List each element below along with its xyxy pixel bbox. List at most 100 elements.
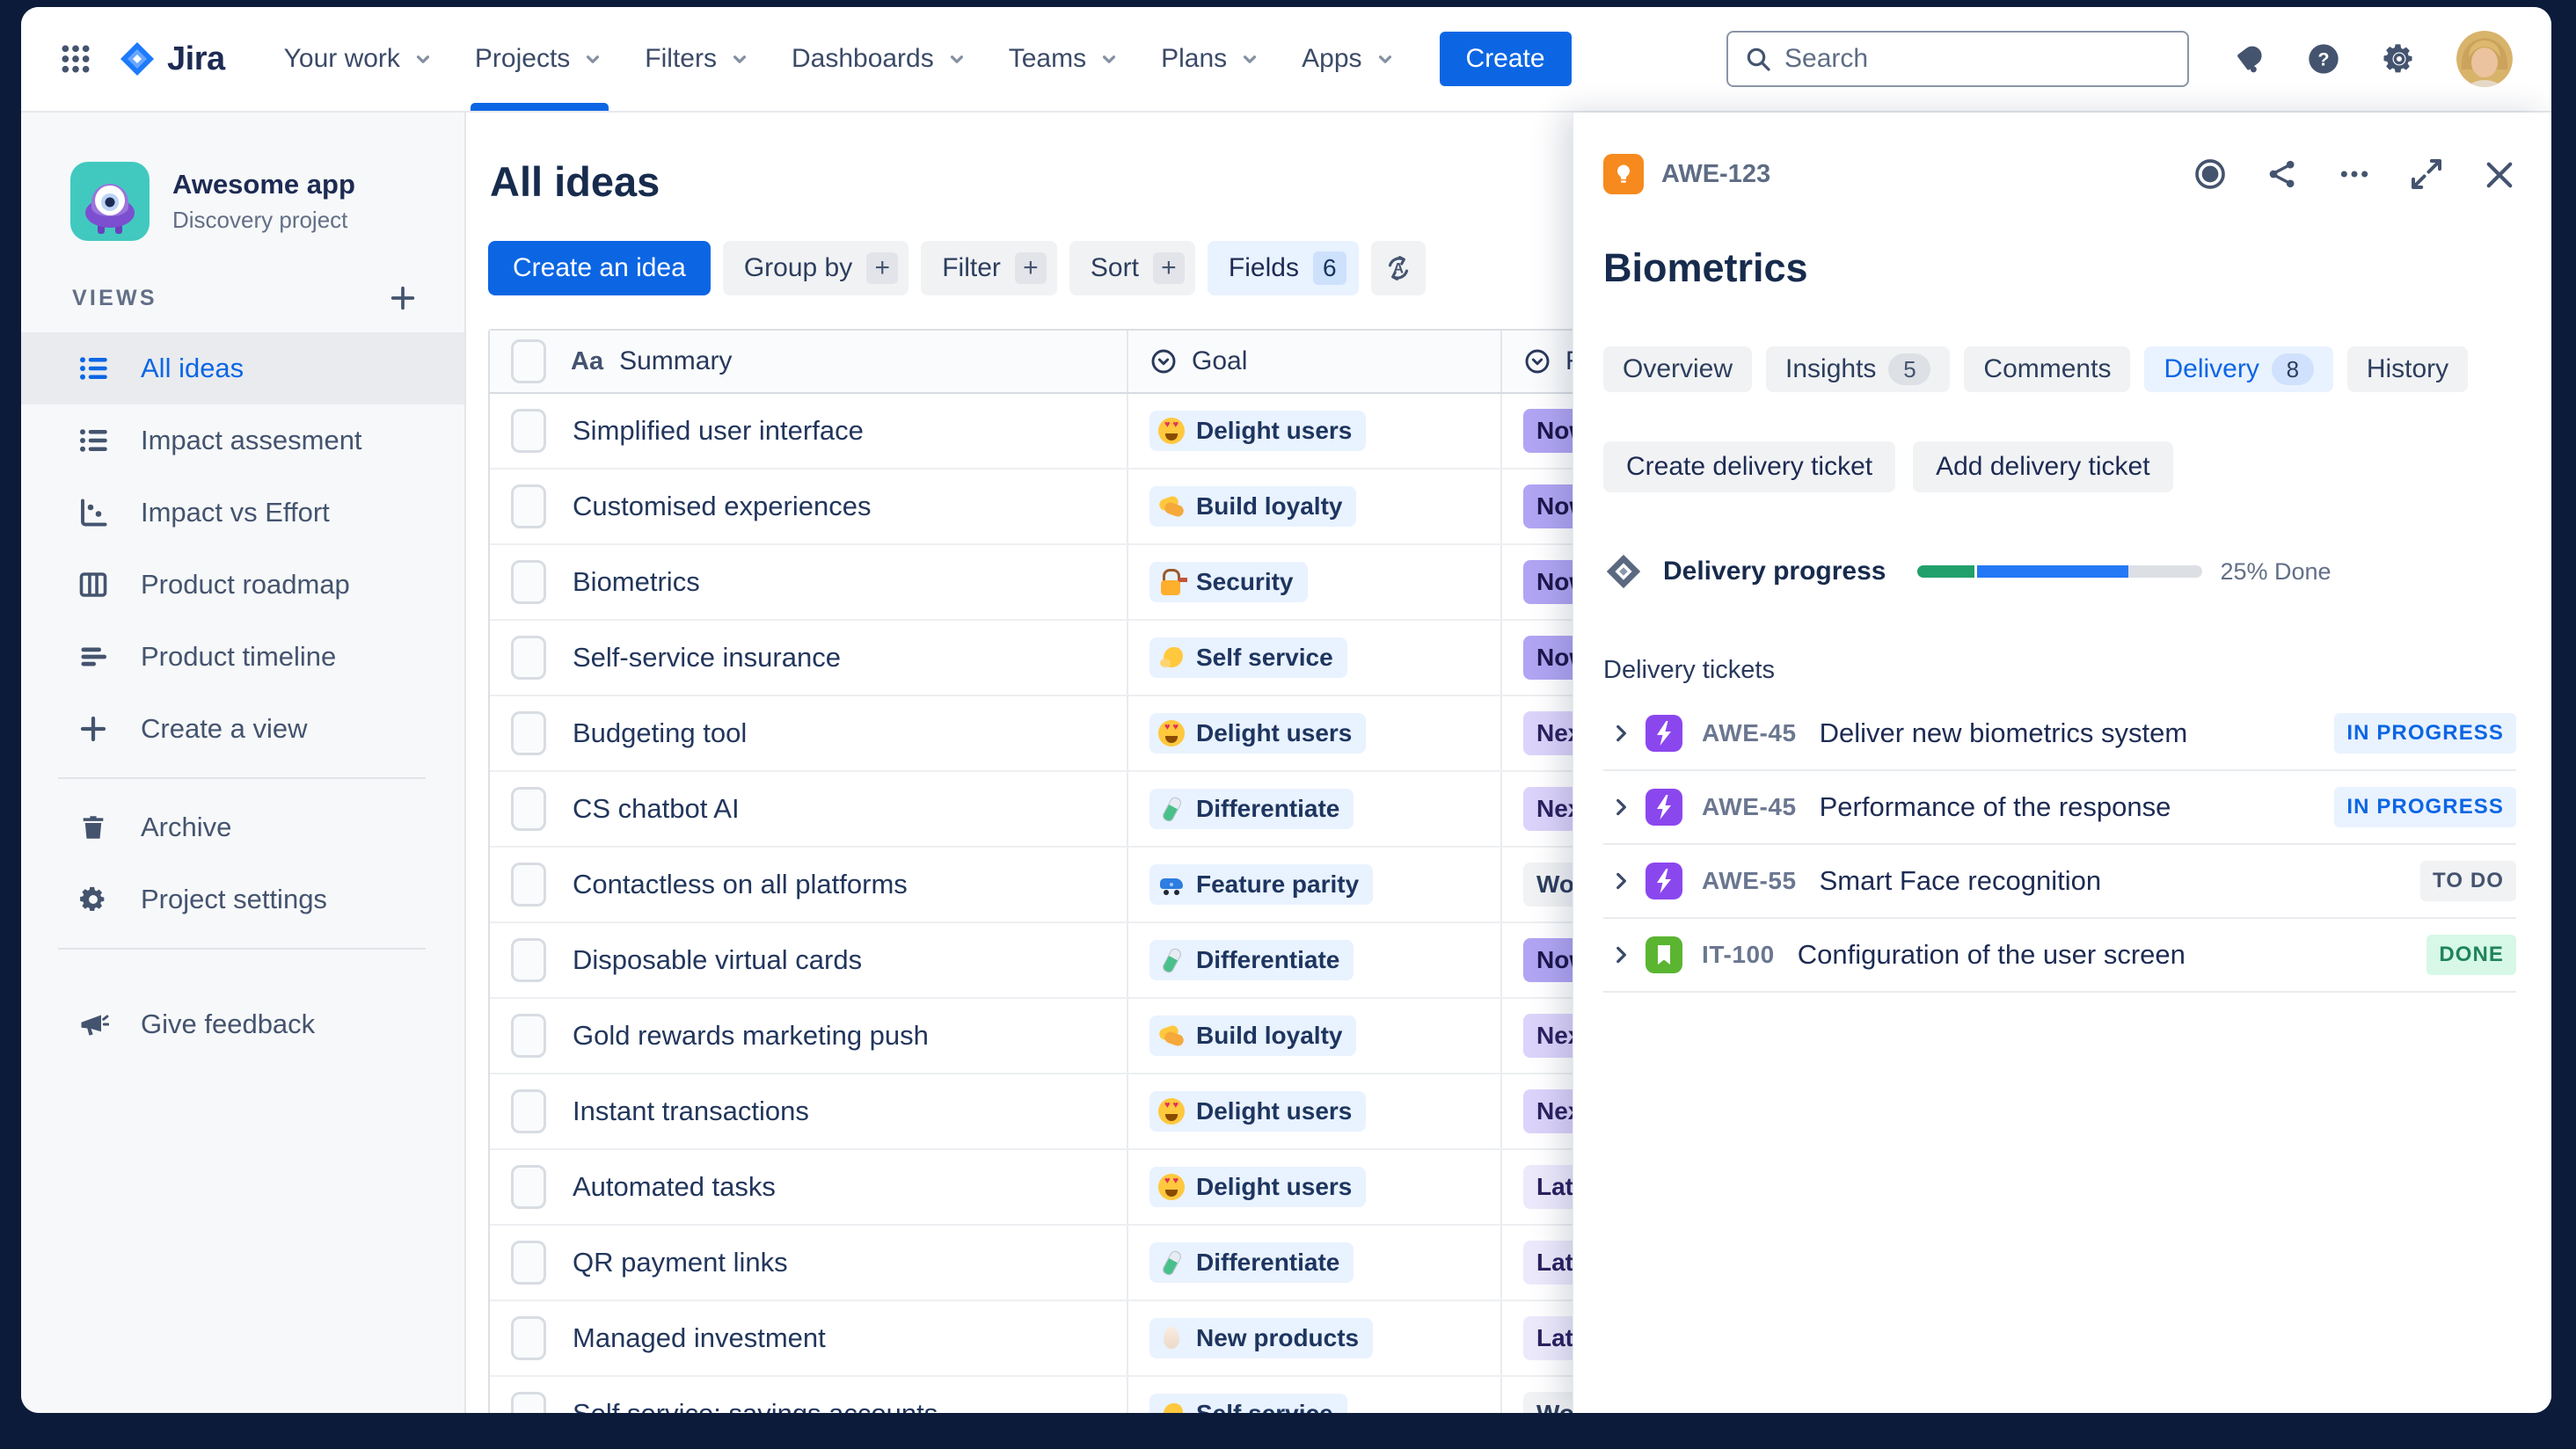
settings-gear-icon[interactable]: [2381, 40, 2418, 77]
add-view-plus-icon[interactable]: [387, 282, 419, 314]
watch-icon[interactable]: [2193, 157, 2228, 192]
roadmap-badge[interactable]: Won’t do: [1523, 1392, 1573, 1413]
ticket-status-badge[interactable]: IN PROGRESS: [2334, 787, 2516, 827]
goal-chip[interactable]: Self service: [1149, 637, 1347, 678]
ticket-summary[interactable]: Performance of the response: [1819, 791, 2171, 822]
tab-history[interactable]: History: [2346, 346, 2469, 392]
jira-logo[interactable]: Jira: [118, 40, 225, 78]
filter-button[interactable]: Filter +: [921, 241, 1057, 295]
idea-row[interactable]: Self-service insurance Self service Now: [490, 621, 1573, 696]
ticket-status-badge[interactable]: TO DO: [2420, 861, 2516, 901]
idea-row[interactable]: Self service: savings accounts Self serv…: [490, 1377, 1573, 1413]
roadmap-badge[interactable]: Won’t do: [1523, 863, 1573, 907]
row-checkbox[interactable]: [511, 711, 546, 755]
roadmap-badge[interactable]: Now: [1523, 636, 1573, 680]
ticket-key[interactable]: IT-100: [1702, 941, 1775, 968]
fields-button[interactable]: Fields 6: [1207, 241, 1359, 295]
ticket-summary[interactable]: Deliver new biometrics system: [1819, 717, 2188, 748]
app-switcher-icon[interactable]: [58, 41, 93, 76]
sidebar-item-project-settings[interactable]: Project settings: [21, 863, 464, 936]
summary-column-header[interactable]: Aa Summary: [490, 331, 1128, 392]
row-checkbox[interactable]: [511, 1014, 546, 1058]
user-avatar[interactable]: [2456, 31, 2513, 87]
goal-chip[interactable]: Delight users: [1149, 1091, 1367, 1132]
roadmap-badge[interactable]: Next: [1523, 787, 1573, 831]
roadmap-column-header[interactable]: Roadm: [1502, 331, 1573, 392]
row-checkbox[interactable]: [511, 484, 546, 528]
expand-chevron-icon[interactable]: [1603, 722, 1638, 745]
expand-chevron-icon[interactable]: [1603, 870, 1638, 892]
goal-chip[interactable]: Delight users: [1149, 1167, 1367, 1207]
sidebar-item-create-a-view[interactable]: Create a view: [21, 693, 464, 765]
goal-chip[interactable]: Security: [1149, 562, 1308, 602]
add-delivery-ticket-button[interactable]: Add delivery ticket: [1913, 441, 2173, 492]
idea-title[interactable]: Biometrics: [1603, 245, 1808, 290]
roadmap-badge[interactable]: Next: [1523, 1014, 1573, 1058]
roadmap-badge[interactable]: Now: [1523, 484, 1573, 528]
roadmap-badge[interactable]: Later: [1523, 1316, 1573, 1360]
idea-row[interactable]: Instant transactions Delight users Next: [490, 1074, 1573, 1150]
ticket-summary[interactable]: Smart Face recognition: [1819, 865, 2102, 896]
ticket-summary[interactable]: Configuration of the user screen: [1797, 939, 2186, 970]
delivery-ticket-row[interactable]: AWE-45 Performance of the response IN PR…: [1603, 771, 2516, 845]
close-icon[interactable]: [2481, 157, 2516, 192]
idea-row[interactable]: Simplified user interface Delight users …: [490, 394, 1573, 470]
create-delivery-ticket-button[interactable]: Create delivery ticket: [1603, 441, 1896, 492]
idea-row[interactable]: Disposable virtual cards Differentiate N…: [490, 923, 1573, 999]
nav-item-teams[interactable]: Teams: [989, 7, 1141, 111]
search-input[interactable]: Search: [1726, 31, 2189, 87]
row-checkbox[interactable]: [511, 1392, 546, 1413]
create-button[interactable]: Create: [1439, 32, 1572, 86]
tab-comments[interactable]: Comments: [1964, 346, 2131, 392]
share-icon[interactable]: [2265, 157, 2300, 192]
help-icon[interactable]: ?: [2305, 40, 2342, 77]
row-checkbox[interactable]: [511, 560, 546, 604]
delivery-ticket-row[interactable]: AWE-45 Deliver new biometrics system IN …: [1603, 697, 2516, 771]
idea-row[interactable]: Customised experiences Build loyalty Now: [490, 470, 1573, 545]
idea-row[interactable]: Budgeting tool Delight users Next: [490, 696, 1573, 772]
sidebar-item-impact-vs-effort[interactable]: Impact vs Effort: [21, 477, 464, 549]
roadmap-badge[interactable]: Later: [1523, 1165, 1573, 1209]
goal-chip[interactable]: Differentiate: [1149, 1242, 1354, 1283]
row-checkbox[interactable]: [511, 1316, 546, 1360]
sidebar-item-impact-assesment[interactable]: Impact assesment: [21, 404, 464, 477]
group-by-button[interactable]: Group by +: [722, 241, 909, 295]
row-checkbox[interactable]: [511, 863, 546, 907]
row-checkbox[interactable]: [511, 1165, 546, 1209]
sidebar-item-product-roadmap[interactable]: Product roadmap: [21, 549, 464, 621]
row-checkbox[interactable]: [511, 1241, 546, 1285]
ticket-key[interactable]: AWE-45: [1702, 719, 1797, 746]
goal-chip[interactable]: Delight users: [1149, 713, 1367, 754]
goal-chip[interactable]: Differentiate: [1149, 789, 1354, 829]
tab-overview[interactable]: Overview: [1603, 346, 1753, 392]
sort-button[interactable]: Sort +: [1069, 241, 1195, 295]
idea-row[interactable]: CS chatbot AI Differentiate Next: [490, 772, 1573, 848]
ticket-key[interactable]: AWE-45: [1702, 793, 1797, 820]
delivery-ticket-row[interactable]: IT-100 Configuration of the user screen …: [1603, 919, 2516, 993]
ticket-status-badge[interactable]: DONE: [2426, 935, 2516, 975]
roadmap-badge[interactable]: Now: [1523, 560, 1573, 604]
nav-item-filters[interactable]: Filters: [624, 7, 771, 111]
goal-chip[interactable]: Build loyalty: [1149, 1016, 1357, 1056]
nav-item-your-work[interactable]: Your work: [264, 7, 455, 111]
roadmap-badge[interactable]: Later: [1523, 1241, 1573, 1285]
ticket-key[interactable]: AWE-55: [1702, 867, 1797, 894]
select-all-checkbox[interactable]: [511, 339, 546, 383]
row-checkbox[interactable]: [511, 409, 546, 453]
idea-row[interactable]: Biometrics Security Now: [490, 545, 1573, 621]
tab-insights[interactable]: Insights 5: [1766, 346, 1951, 392]
idea-row[interactable]: Managed investment New products Later: [490, 1301, 1573, 1377]
row-checkbox[interactable]: [511, 636, 546, 680]
roadmap-badge[interactable]: Now: [1523, 409, 1573, 453]
project-header[interactable]: Awesome app Discovery project: [21, 162, 464, 241]
goal-chip[interactable]: Build loyalty: [1149, 486, 1357, 527]
notifications-bell-icon[interactable]: [2229, 40, 2266, 77]
sidebar-item-all-ideas[interactable]: All ideas: [21, 332, 464, 404]
goal-column-header[interactable]: Goal: [1128, 331, 1502, 392]
nav-item-plans[interactable]: Plans: [1141, 7, 1281, 111]
roadmap-badge[interactable]: Next: [1523, 1089, 1573, 1133]
sidebar-item-archive[interactable]: Archive: [21, 791, 464, 863]
nav-item-projects[interactable]: Projects: [455, 7, 624, 111]
row-checkbox[interactable]: [511, 1089, 546, 1133]
idea-row[interactable]: Gold rewards marketing push Build loyalt…: [490, 999, 1573, 1074]
